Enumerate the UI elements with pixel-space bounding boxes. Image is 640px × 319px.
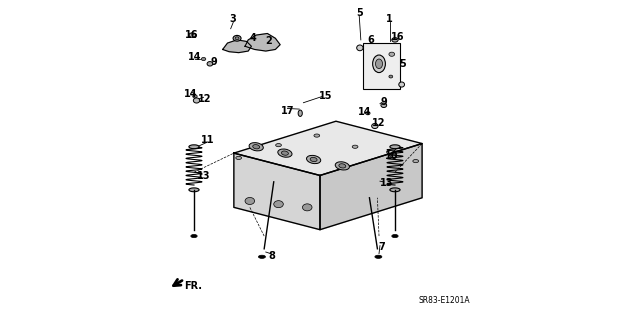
Text: 13: 13 xyxy=(380,178,393,189)
Polygon shape xyxy=(320,144,422,230)
Text: 16: 16 xyxy=(390,32,404,42)
Ellipse shape xyxy=(390,145,400,149)
Ellipse shape xyxy=(282,151,289,155)
Ellipse shape xyxy=(399,82,404,87)
Ellipse shape xyxy=(259,255,266,258)
Ellipse shape xyxy=(356,45,363,51)
Text: 8: 8 xyxy=(268,251,275,261)
Ellipse shape xyxy=(389,52,395,56)
Text: 6: 6 xyxy=(367,35,374,45)
Text: 7: 7 xyxy=(378,242,385,252)
Text: 5: 5 xyxy=(356,8,363,18)
Text: 10: 10 xyxy=(385,151,399,161)
Ellipse shape xyxy=(390,188,400,192)
Ellipse shape xyxy=(303,204,312,211)
Polygon shape xyxy=(234,153,320,230)
Text: 15: 15 xyxy=(319,91,332,101)
Ellipse shape xyxy=(339,164,346,168)
Ellipse shape xyxy=(193,98,200,103)
Ellipse shape xyxy=(191,234,197,238)
Text: 1: 1 xyxy=(386,14,393,24)
Polygon shape xyxy=(223,40,252,53)
Ellipse shape xyxy=(390,155,396,158)
Text: 12: 12 xyxy=(198,94,212,104)
Ellipse shape xyxy=(278,149,292,157)
Text: 12: 12 xyxy=(372,118,386,129)
Ellipse shape xyxy=(274,201,284,208)
Text: 3: 3 xyxy=(230,14,237,24)
Ellipse shape xyxy=(413,160,419,163)
Ellipse shape xyxy=(381,103,387,108)
Text: 13: 13 xyxy=(197,171,211,181)
Ellipse shape xyxy=(335,162,349,170)
Ellipse shape xyxy=(307,155,321,164)
Ellipse shape xyxy=(276,144,282,147)
Ellipse shape xyxy=(389,75,393,78)
Ellipse shape xyxy=(253,145,260,149)
Ellipse shape xyxy=(392,234,398,238)
Text: 2: 2 xyxy=(265,36,272,47)
Ellipse shape xyxy=(245,197,255,204)
Ellipse shape xyxy=(189,188,199,192)
Ellipse shape xyxy=(202,57,206,61)
Ellipse shape xyxy=(372,123,378,129)
Ellipse shape xyxy=(375,255,382,258)
Text: SR83-E1201A: SR83-E1201A xyxy=(419,296,470,305)
Ellipse shape xyxy=(314,134,320,137)
Text: 4: 4 xyxy=(250,33,257,43)
Ellipse shape xyxy=(233,35,241,41)
Ellipse shape xyxy=(249,143,263,151)
Ellipse shape xyxy=(235,37,239,40)
Text: 9: 9 xyxy=(211,57,218,67)
Ellipse shape xyxy=(310,157,317,162)
Ellipse shape xyxy=(392,38,398,42)
Ellipse shape xyxy=(207,62,213,66)
Ellipse shape xyxy=(352,145,358,148)
Ellipse shape xyxy=(372,55,385,73)
Text: 5: 5 xyxy=(399,59,406,70)
Text: 17: 17 xyxy=(281,106,294,116)
Ellipse shape xyxy=(376,59,383,69)
Polygon shape xyxy=(245,33,280,51)
Text: 14: 14 xyxy=(188,52,202,63)
Text: 16: 16 xyxy=(185,30,198,40)
Ellipse shape xyxy=(193,95,197,98)
Text: 9: 9 xyxy=(380,97,387,107)
Bar xyxy=(363,43,400,89)
Ellipse shape xyxy=(236,156,241,160)
Text: 14: 14 xyxy=(358,107,371,117)
Text: FR.: FR. xyxy=(184,281,202,291)
Ellipse shape xyxy=(298,110,302,116)
Ellipse shape xyxy=(365,112,370,115)
Text: 11: 11 xyxy=(201,135,214,145)
Ellipse shape xyxy=(189,145,199,149)
Ellipse shape xyxy=(189,33,196,37)
Polygon shape xyxy=(234,121,422,175)
Text: 14: 14 xyxy=(184,89,198,99)
